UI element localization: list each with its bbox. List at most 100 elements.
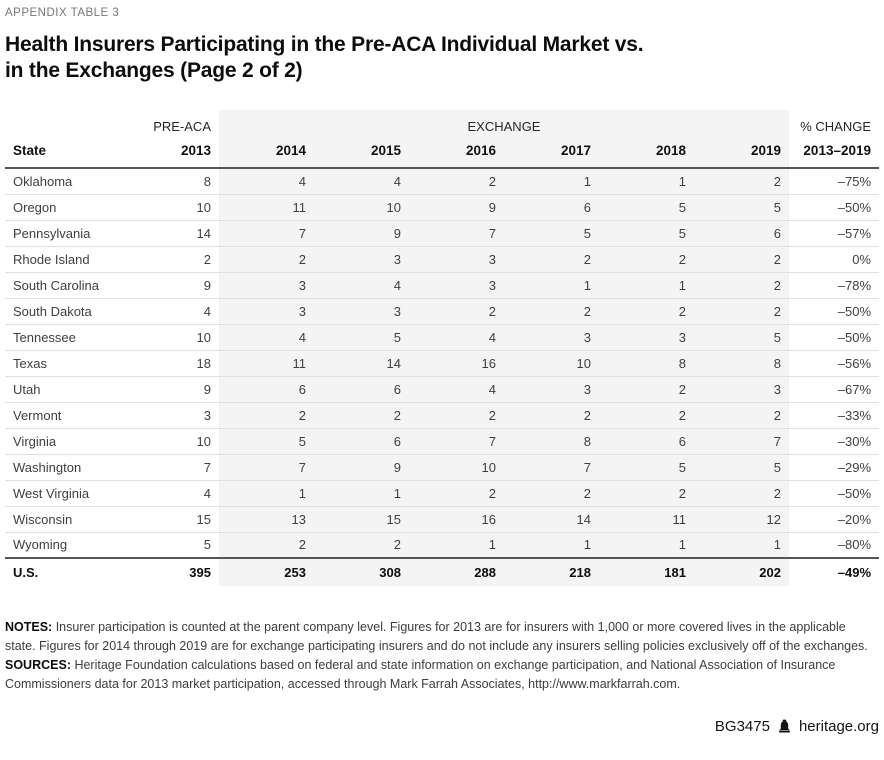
table-row: Wyoming 5 2 2 1 1 1 1 –80% xyxy=(5,532,879,559)
liberty-bell-icon xyxy=(777,719,792,734)
state-cell: Oregon xyxy=(5,194,127,221)
sources-text: Heritage Foundation calculations based o… xyxy=(5,658,836,691)
value-cell: 16 xyxy=(409,506,504,533)
value-cell: 5 xyxy=(694,324,789,351)
value-cell: 11 xyxy=(219,194,314,221)
page-title-line1: Health Insurers Participating in the Pre… xyxy=(5,33,644,56)
value-cell: 9 xyxy=(314,220,409,247)
value-cell: 5 xyxy=(219,428,314,455)
value-cell: 3 xyxy=(314,246,409,273)
table-header: PRE-ACA EXCHANGE % CHANGE State 2013 201… xyxy=(5,110,879,169)
value-cell: 7 xyxy=(504,454,599,481)
value-cell: 6 xyxy=(694,220,789,247)
value-cell: 16 xyxy=(409,350,504,377)
group-header-row: PRE-ACA EXCHANGE % CHANGE xyxy=(5,110,879,137)
value-cell: 3 xyxy=(409,246,504,273)
value-cell: 7 xyxy=(219,454,314,481)
value-cell: 1 xyxy=(409,532,504,559)
value-cell: 3 xyxy=(504,376,599,403)
value-cell: 12 xyxy=(694,506,789,533)
group-header-pct-change: % CHANGE xyxy=(800,119,871,134)
value-cell: 10 xyxy=(504,350,599,377)
value-cell: 14 xyxy=(504,506,599,533)
value-cell: 1 xyxy=(504,168,599,195)
value-cell: –57% xyxy=(789,220,879,247)
state-cell: Wisconsin xyxy=(5,506,127,533)
value-cell: –20% xyxy=(789,506,879,533)
totals-2016: 288 xyxy=(409,557,504,586)
value-cell: 2 xyxy=(219,402,314,429)
value-cell: 2 xyxy=(599,480,694,507)
value-cell: –80% xyxy=(789,532,879,559)
notes-paragraph: NOTES: Insurer participation is counted … xyxy=(5,618,879,656)
totals-2018: 181 xyxy=(599,557,694,586)
value-cell: 6 xyxy=(504,194,599,221)
value-cell: 7 xyxy=(409,428,504,455)
value-cell: 3 xyxy=(314,298,409,325)
column-header-2014: 2014 xyxy=(219,137,314,169)
notes-text: Insurer participation is counted at the … xyxy=(5,620,868,653)
value-cell: –50% xyxy=(789,194,879,221)
value-cell: 1 xyxy=(694,532,789,559)
value-cell: 14 xyxy=(314,350,409,377)
value-cell: 2 xyxy=(694,480,789,507)
value-cell: 2 xyxy=(504,402,599,429)
value-cell: 2 xyxy=(599,376,694,403)
value-cell: 6 xyxy=(599,428,694,455)
value-cell: 2 xyxy=(127,246,219,273)
value-cell: 13 xyxy=(219,506,314,533)
column-header-2018: 2018 xyxy=(599,137,694,169)
table-row: Wisconsin 15 13 15 16 14 11 12 –20% xyxy=(5,506,879,533)
value-cell: 2 xyxy=(409,480,504,507)
value-cell: 7 xyxy=(219,220,314,247)
table-row: Pennsylvania 14 7 9 7 5 5 6 –57% xyxy=(5,220,879,247)
value-cell: 9 xyxy=(127,272,219,299)
column-header-2015: 2015 xyxy=(314,137,409,169)
report-footer: BG3475 heritage.org xyxy=(5,718,879,735)
value-cell: 14 xyxy=(127,220,219,247)
value-cell: 10 xyxy=(314,194,409,221)
table-row: South Dakota 4 3 3 2 2 2 2 –50% xyxy=(5,298,879,325)
table-row: Tennessee 10 4 5 4 3 3 5 –50% xyxy=(5,324,879,351)
value-cell: 9 xyxy=(314,454,409,481)
value-cell: 3 xyxy=(219,272,314,299)
state-cell: Texas xyxy=(5,350,127,377)
value-cell: –78% xyxy=(789,272,879,299)
value-cell: –75% xyxy=(789,168,879,195)
column-header-2017: 2017 xyxy=(504,137,599,169)
value-cell: 10 xyxy=(127,428,219,455)
notes-label: NOTES: xyxy=(5,620,53,634)
value-cell: 7 xyxy=(409,220,504,247)
value-cell: 2 xyxy=(599,402,694,429)
table-row: Texas 18 11 14 16 10 8 8 –56% xyxy=(5,350,879,377)
value-cell: 3 xyxy=(127,402,219,429)
value-cell: 2 xyxy=(694,272,789,299)
state-cell: South Dakota xyxy=(5,298,127,325)
value-cell: 2 xyxy=(409,402,504,429)
value-cell: 15 xyxy=(127,506,219,533)
state-cell: Washington xyxy=(5,454,127,481)
value-cell: 2 xyxy=(504,298,599,325)
value-cell: 11 xyxy=(219,350,314,377)
column-header-2019: 2019 xyxy=(694,137,789,169)
value-cell: 2 xyxy=(694,298,789,325)
column-header-2016: 2016 xyxy=(409,137,504,169)
value-cell: 5 xyxy=(694,194,789,221)
value-cell: 1 xyxy=(504,272,599,299)
value-cell: 2 xyxy=(599,298,694,325)
table-row: Washington 7 7 9 10 7 5 5 –29% xyxy=(5,454,879,481)
value-cell: 1 xyxy=(599,532,694,559)
column-header-row: State 2013 2014 2015 2016 2017 2018 2019… xyxy=(5,137,879,169)
table-row: Oklahoma 8 4 4 2 1 1 2 –75% xyxy=(5,168,879,195)
value-cell: 2 xyxy=(314,532,409,559)
table-body: Oklahoma 8 4 4 2 1 1 2 –75% Oregon 10 11 10 9 6 5 5 –50% P… xyxy=(5,168,879,559)
state-cell: Tennessee xyxy=(5,324,127,351)
value-cell: 4 xyxy=(314,168,409,195)
table-row: Rhode Island 2 2 3 3 2 2 2 0% xyxy=(5,246,879,273)
state-cell: West Virginia xyxy=(5,480,127,507)
value-cell: 2 xyxy=(409,168,504,195)
value-cell: 1 xyxy=(504,532,599,559)
page-title-line2: in the Exchanges (Page 2 of 2) xyxy=(5,59,303,82)
totals-label: U.S. xyxy=(5,557,127,586)
value-cell: –50% xyxy=(789,298,879,325)
